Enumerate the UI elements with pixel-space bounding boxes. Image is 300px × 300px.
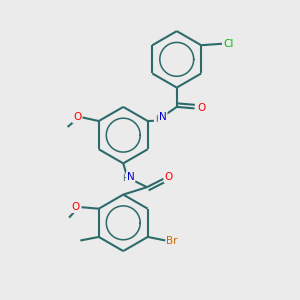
Text: Br: Br (166, 236, 178, 245)
Text: O: O (165, 172, 173, 182)
Text: H: H (122, 174, 129, 183)
Text: Cl: Cl (224, 39, 234, 49)
Text: N: N (159, 112, 167, 122)
Text: O: O (197, 103, 205, 113)
Text: O: O (73, 112, 81, 122)
Text: H: H (155, 115, 161, 124)
Text: O: O (71, 202, 80, 212)
Text: N: N (127, 172, 135, 182)
